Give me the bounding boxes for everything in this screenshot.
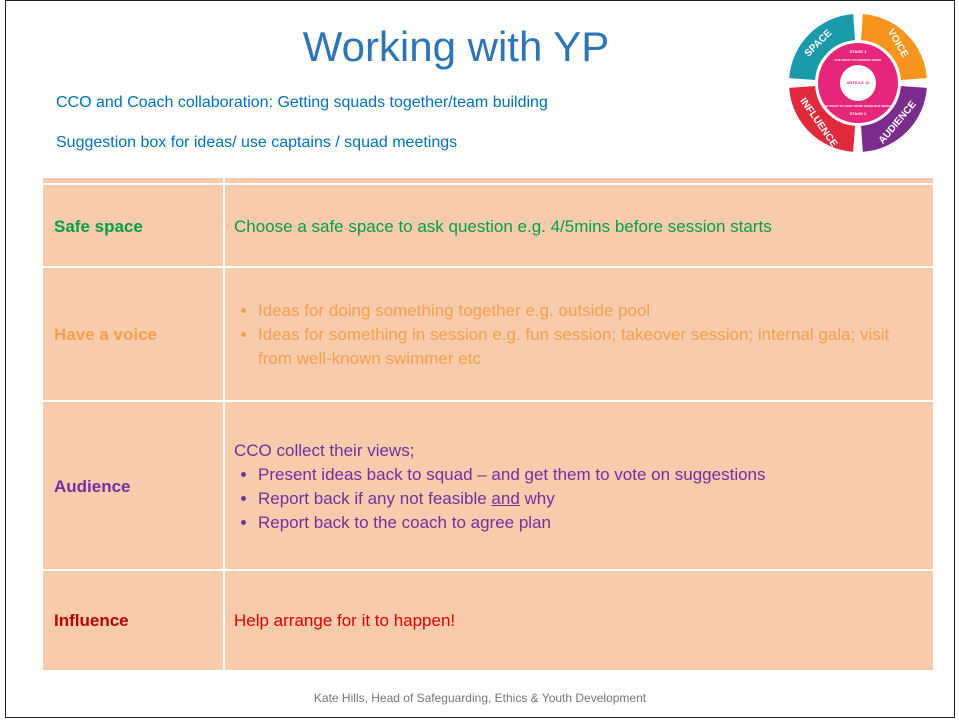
- text: Help arrange for it to happen!: [234, 610, 456, 630]
- ring-segment: [789, 14, 856, 81]
- ring-segment: [860, 85, 927, 152]
- row-label: Safe space: [54, 216, 143, 236]
- text: why: [519, 488, 555, 508]
- text: Choose a safe space to ask question e.g.…: [234, 216, 772, 236]
- divider: [223, 178, 225, 184]
- row: Influence Help arrange for it to happen!: [43, 569, 933, 670]
- ring-segment: [860, 14, 927, 81]
- row-text: Ideas for doing something together e.g. …: [223, 268, 933, 402]
- bullet: Ideas for doing something together e.g. …: [258, 299, 925, 323]
- row-label: Influence: [54, 610, 129, 630]
- inner-text: THE RIGHT TO HAVE VIEWS GIVEN DUE WEIGHT: [823, 104, 894, 108]
- inner-text: THE RIGHT TO EXPRESS VIEWS: [835, 58, 882, 62]
- footer: Kate Hills, Head of Safeguarding, Ethics…: [313, 691, 647, 705]
- row-text: CCO collect their views; Present ideas b…: [223, 402, 933, 571]
- inner-text: ARTICLE 12: [847, 80, 871, 85]
- ring-segment: [789, 85, 856, 152]
- bullet-list: Present ideas back to squad – and get th…: [234, 463, 925, 535]
- title: Working with YP: [302, 23, 610, 70]
- bullet: Report back to the coach to agree plan: [258, 511, 925, 535]
- inner-core: [840, 65, 876, 101]
- bullet-list: Ideas for doing something together e.g. …: [234, 299, 925, 371]
- underlined-text: and: [491, 488, 520, 508]
- inner-text: STAGE 1: [850, 49, 868, 54]
- subtitle: CCO and Coach collaboration: Getting squ…: [56, 94, 548, 111]
- row: Audience CCO collect their views; Presen…: [43, 400, 933, 571]
- slide: Working with YP CCO and Coach collaborat…: [5, 0, 955, 718]
- row-text: Help arrange for it to happen!: [223, 571, 933, 670]
- row: Safe space Choose a safe space to ask qu…: [43, 183, 933, 268]
- bullet: Present ideas back to squad – and get th…: [258, 463, 925, 487]
- table: Safe space Choose a safe space to ask qu…: [43, 178, 933, 670]
- bullet: Ideas for something in session e.g. fun …: [258, 323, 925, 371]
- bullet: Report back if any not feasible and why: [258, 487, 925, 511]
- row-text: Choose a safe space to ask question e.g.…: [223, 185, 933, 268]
- subtitle: Suggestion box for ideas/ use captains /…: [56, 134, 458, 151]
- row-label: Audience: [54, 476, 131, 496]
- intro: CCO collect their views;: [234, 440, 415, 460]
- row: Have a voice Ideas for doing something t…: [43, 266, 933, 402]
- inner-text: STAGE 2: [850, 111, 868, 116]
- row-label: Have a voice: [54, 325, 158, 344]
- text: Report back if any not feasible: [258, 488, 492, 508]
